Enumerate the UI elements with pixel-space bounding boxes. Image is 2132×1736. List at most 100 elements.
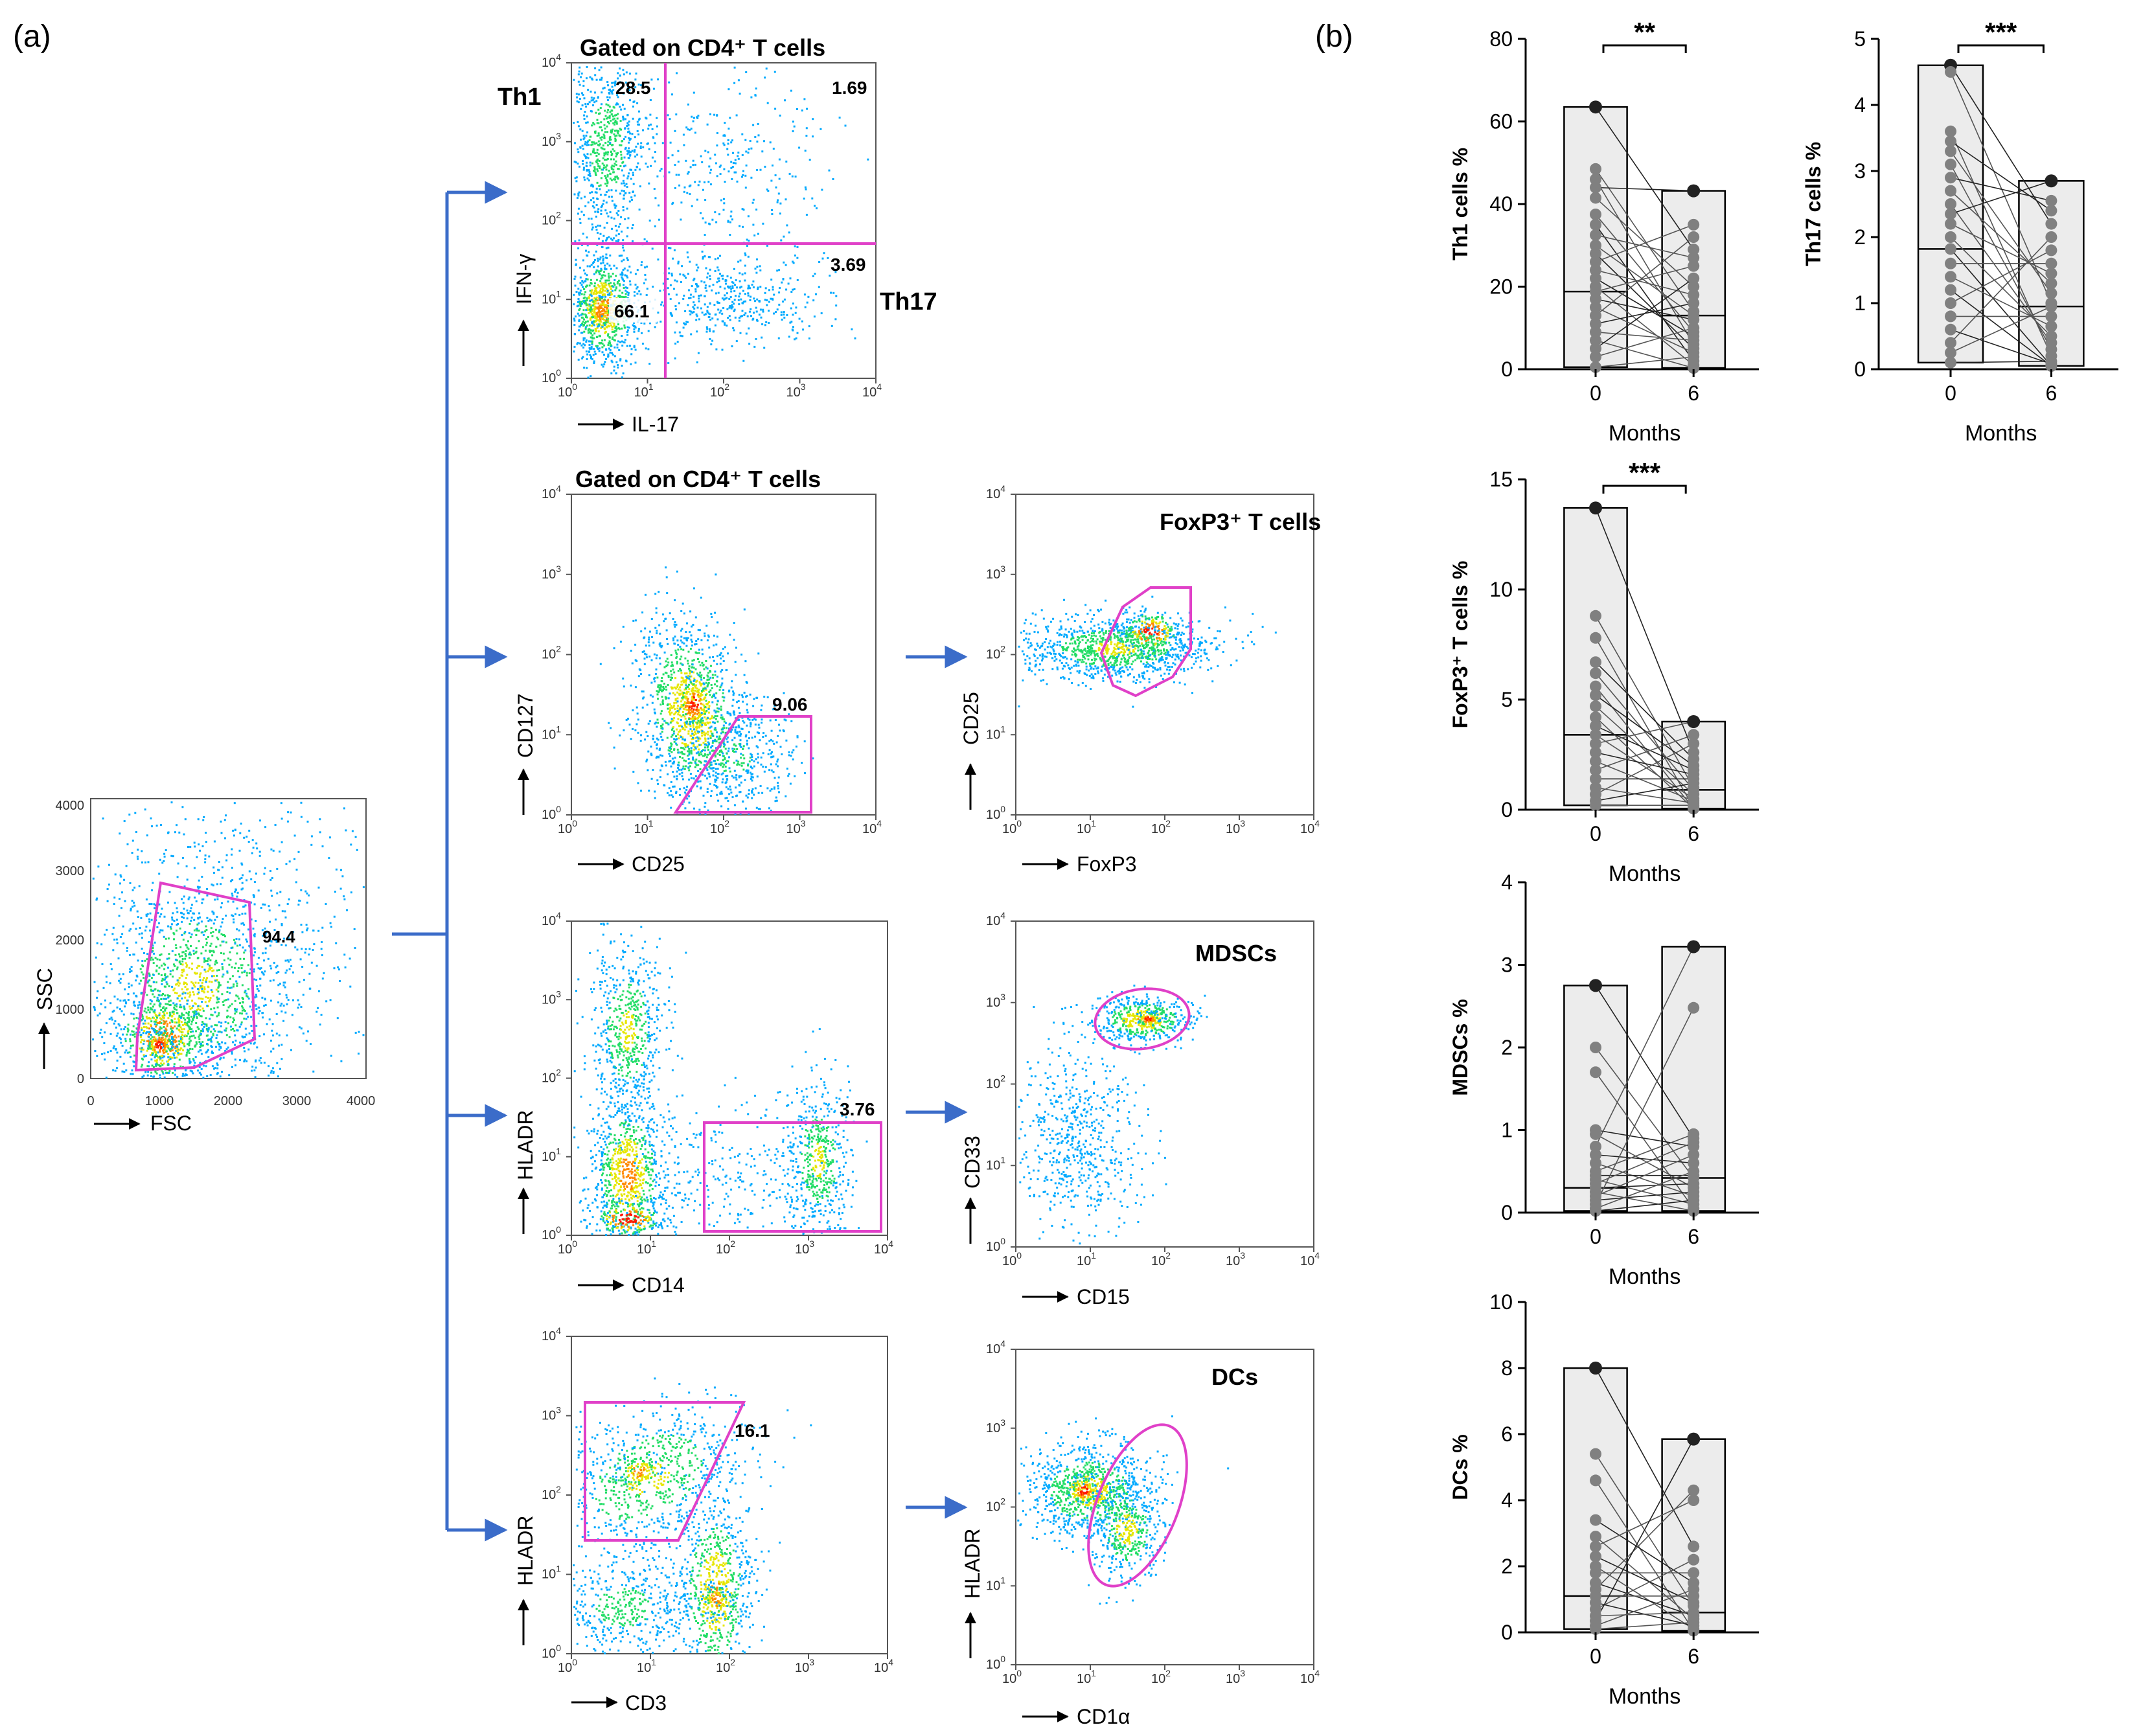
event-dot	[264, 826, 266, 828]
event-dot	[354, 947, 356, 949]
event-dot	[281, 802, 282, 804]
event-dot	[201, 1021, 203, 1023]
event-dot	[218, 969, 220, 971]
event-dot	[206, 888, 208, 890]
event-dot	[189, 953, 190, 955]
event-dot	[169, 1012, 171, 1014]
event-dot	[338, 968, 340, 970]
event-dot	[165, 849, 167, 851]
event-dot	[223, 953, 225, 955]
event-dot	[113, 939, 115, 941]
event-dot	[183, 1005, 185, 1007]
event-dot	[211, 1025, 212, 1027]
event-dot	[203, 977, 205, 979]
event-dot	[249, 871, 251, 873]
event-dot	[183, 917, 185, 919]
event-dot	[167, 902, 169, 904]
event-dot	[116, 1067, 118, 1069]
event-dot	[201, 1041, 203, 1043]
event-dot	[190, 945, 192, 947]
event-dot	[276, 1033, 278, 1034]
event-dot	[102, 963, 104, 965]
event-dot	[183, 1007, 185, 1009]
event-dot	[254, 881, 256, 883]
event-dot	[253, 896, 255, 898]
event-dot	[270, 968, 272, 970]
event-dot	[349, 986, 351, 988]
event-dot	[119, 832, 120, 834]
event-dot	[244, 913, 246, 915]
event-dot	[281, 1011, 282, 1012]
event-dot	[595, 143, 597, 144]
event-dot	[231, 1053, 233, 1055]
event-dot	[621, 231, 623, 233]
event-dot	[157, 997, 159, 999]
event-dot	[174, 1025, 176, 1027]
event-dot	[253, 928, 255, 930]
event-dot	[345, 829, 347, 831]
event-dot	[150, 999, 152, 1001]
event-dot	[189, 1036, 191, 1038]
event-dot	[125, 1001, 127, 1003]
event-dot	[117, 1060, 119, 1062]
event-dot	[179, 1020, 181, 1022]
event-dot	[584, 205, 586, 207]
event-dot	[202, 1077, 204, 1079]
event-dot	[287, 903, 289, 905]
event-dot	[167, 1017, 169, 1019]
event-dot	[206, 917, 208, 919]
event-dot	[174, 1041, 176, 1043]
event-dot	[624, 157, 626, 159]
event-dot	[194, 897, 196, 898]
event-dot	[214, 1011, 216, 1013]
event-dot	[253, 954, 255, 956]
event-dot	[147, 1071, 149, 1073]
event-dot	[203, 1010, 205, 1012]
event-dot	[107, 1051, 109, 1053]
event-dot	[228, 1074, 230, 1076]
event-dot	[171, 1038, 173, 1040]
event-dot	[221, 993, 223, 995]
event-dot	[126, 865, 128, 867]
event-dot	[159, 959, 161, 961]
event-dot	[170, 1028, 172, 1030]
event-dot	[596, 79, 598, 81]
event-dot	[161, 1027, 163, 1029]
event-dot	[239, 878, 241, 880]
event-dot	[151, 1045, 153, 1047]
event-dot	[203, 816, 205, 818]
event-dot	[260, 1057, 262, 1059]
event-dot	[154, 1046, 156, 1048]
event-dot	[220, 1075, 222, 1077]
event-dot	[107, 888, 109, 890]
event-dot	[190, 1061, 192, 1063]
event-dot	[130, 1012, 132, 1014]
event-dot	[210, 997, 212, 999]
event-dot	[175, 984, 177, 986]
event-dot	[204, 862, 206, 863]
event-dot	[340, 888, 342, 890]
event-dot	[243, 924, 245, 926]
event-dot	[301, 816, 303, 818]
event-dot	[187, 846, 189, 848]
event-dot	[148, 985, 150, 987]
event-dot	[170, 926, 172, 928]
event-dot	[211, 927, 212, 929]
event-dot	[130, 908, 132, 910]
event-dot	[222, 877, 224, 879]
event-dot	[124, 1026, 126, 1028]
event-dot	[189, 957, 190, 959]
event-dot	[218, 1012, 220, 1014]
event-dot	[189, 923, 191, 925]
event-dot	[161, 983, 163, 985]
event-dot	[176, 1076, 178, 1078]
event-dot	[173, 1013, 175, 1015]
event-dot	[210, 1008, 212, 1010]
event-dot	[250, 1042, 252, 1044]
event-dot	[634, 136, 636, 138]
event-dot	[132, 906, 133, 908]
event-dot	[176, 924, 178, 926]
event-dot	[148, 1036, 150, 1038]
event-dot	[157, 959, 159, 961]
event-dot	[579, 84, 581, 86]
